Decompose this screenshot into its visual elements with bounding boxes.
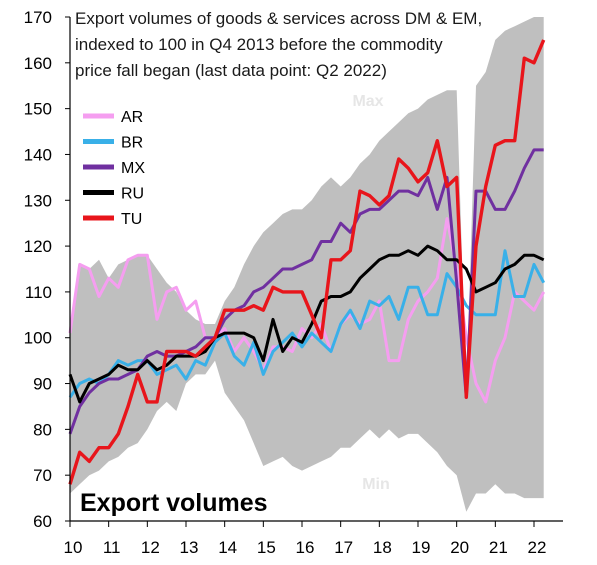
y-ticks: 60 70 80 90 100 110 120 130 140 150 160 170	[24, 8, 70, 531]
title-line-3: price fall began (last data point: Q2 20…	[75, 61, 387, 80]
x-tick-label: 16	[296, 538, 315, 557]
x-tick-label: 14	[218, 538, 237, 557]
legend-label-ar: AR	[121, 109, 143, 126]
legend-label-ru: RU	[121, 186, 144, 203]
x-tick-label: 18	[373, 538, 392, 557]
title-line-2: indexed to 100 in Q4 2013 before the com…	[75, 35, 443, 54]
x-tick-label: 10	[64, 538, 83, 557]
x-tick-label: 13	[180, 538, 199, 557]
x-tick-label: 17	[334, 538, 353, 557]
legend-label-br: BR	[121, 135, 143, 152]
x-ticks: 10 11 12 13 14 15 16 17 18 19 20 21 22	[64, 521, 547, 557]
title-line-1: Export volumes of goods & services acros…	[75, 9, 482, 28]
x-tick-label: 20	[450, 538, 469, 557]
chart-title: Export volumes of goods & services acros…	[75, 9, 482, 80]
y-tick-label: 120	[24, 237, 52, 256]
y-tick-label: 170	[24, 8, 52, 27]
y-tick-label: 80	[33, 420, 52, 439]
y-tick-label: 100	[24, 329, 52, 348]
x-tick-label: 19	[412, 538, 431, 557]
band-max-label: Max	[352, 93, 383, 110]
series-layer	[68, 39, 546, 485]
legend: AR BR MX RU TU	[83, 109, 145, 228]
y-tick-label: 70	[33, 466, 52, 485]
y-tick-label: 160	[24, 54, 52, 73]
min-max-band	[70, 17, 544, 512]
y-tick-label: 140	[24, 145, 52, 164]
x-tick-label: 15	[257, 538, 276, 557]
y-tick-label: 90	[33, 375, 52, 394]
y-tick-label: 150	[24, 100, 52, 119]
axes	[69, 17, 563, 522]
band-min-label: Min	[362, 476, 390, 493]
export-volumes-label: Export volumes	[80, 489, 268, 517]
legend-label-mx: MX	[121, 160, 145, 177]
x-tick-label: 22	[528, 538, 547, 557]
legend-label-tu: TU	[121, 211, 142, 228]
y-tick-label: 60	[33, 512, 52, 531]
y-tick-label: 130	[24, 191, 52, 210]
min-max-band-layer	[70, 17, 544, 512]
x-tick-label: 12	[141, 538, 160, 557]
band-labels: Max Min	[352, 93, 389, 493]
series-line-tu	[68, 39, 546, 485]
y-tick-label: 110	[25, 283, 52, 302]
series-line-ru	[68, 244, 545, 404]
x-tick-label: 21	[489, 538, 508, 557]
x-tick-label: 11	[103, 538, 121, 557]
